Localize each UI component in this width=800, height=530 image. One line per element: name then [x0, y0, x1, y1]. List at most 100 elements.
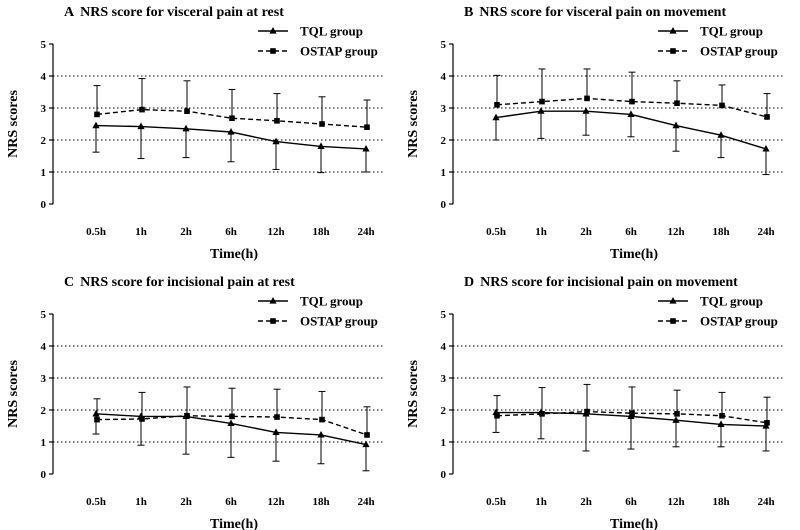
data-point	[94, 416, 100, 423]
x-axis-label: Time(h)	[210, 517, 258, 530]
panel-letter: C	[64, 275, 74, 290]
data-point	[364, 124, 370, 130]
y-axis-label: NRS scores	[6, 360, 21, 428]
y-tick-label: 5	[41, 39, 47, 51]
legend-label: TQL group	[300, 294, 363, 309]
y-tick-label: 2	[441, 135, 447, 147]
data-point	[584, 408, 590, 415]
y-axis-label: NRS scores	[406, 360, 421, 428]
y-tick-label: 1	[41, 437, 47, 449]
x-tick-label: 2h	[580, 496, 592, 508]
data-point	[674, 411, 680, 417]
data-point	[317, 142, 325, 149]
y-tick-label: 3	[41, 103, 47, 115]
legend-label: OSTAP group	[700, 44, 778, 59]
data-point	[719, 412, 725, 419]
x-tick-label: 6h	[625, 226, 637, 238]
legend-label: TQL group	[700, 294, 763, 309]
data-point	[537, 107, 545, 114]
data-point	[274, 414, 280, 420]
x-axis-label: Time(h)	[610, 247, 658, 262]
series-ostap-group	[493, 68, 771, 120]
x-tick-label: 0.5h	[86, 226, 106, 238]
panel-letter: B	[464, 5, 473, 20]
y-tick-label: 4	[441, 341, 447, 353]
y-tick-label: 1	[41, 167, 47, 179]
data-point	[229, 413, 235, 420]
data-point	[494, 102, 500, 108]
x-tick-label: 6h	[225, 226, 237, 238]
panel-title-text: NRS score for incisional pain on movemen…	[480, 275, 738, 290]
data-point	[272, 428, 280, 435]
y-tick-label: 0	[441, 469, 447, 481]
data-point	[94, 111, 100, 118]
x-tick-label: 1h	[135, 226, 147, 238]
data-point	[139, 416, 145, 422]
data-point	[627, 110, 635, 117]
data-point	[764, 114, 770, 120]
chart-title: A NRS score for visceral pain at rest	[64, 5, 284, 20]
y-tick-label: 5	[441, 309, 447, 321]
panel-a: A NRS score for visceral pain at rest 0 1 2 3…	[6, 5, 383, 262]
data-point	[492, 113, 500, 121]
x-tick-label: 0.5h	[486, 226, 506, 238]
legend-label: TQL group	[300, 24, 363, 39]
legend-label: OSTAP group	[300, 44, 378, 59]
series-ostap-group	[493, 383, 771, 426]
data-point	[319, 416, 325, 423]
y-tick-label: 0	[41, 199, 47, 211]
data-point	[317, 430, 325, 438]
data-point	[582, 107, 590, 114]
legend: TQL group OSTAP group	[658, 294, 778, 329]
legend-marker	[270, 48, 276, 54]
y-tick-label: 4	[41, 71, 47, 83]
data-point	[629, 98, 635, 105]
legend: TQL group OSTAP group	[258, 24, 378, 59]
panel-d: D NRS score for incisional pain on moveme…	[406, 275, 783, 530]
x-tick-label: 12h	[267, 496, 284, 508]
y-tick-label: 2	[41, 405, 47, 417]
x-tick-label: 1h	[535, 226, 547, 238]
legend: TQL group OSTAP group	[658, 24, 778, 59]
legend-label: OSTAP group	[300, 314, 378, 329]
data-point	[764, 420, 770, 426]
legend-marker	[670, 48, 676, 54]
data-point	[139, 106, 145, 113]
x-tick-label: 18h	[312, 496, 329, 508]
x-tick-label: 18h	[712, 496, 729, 508]
x-axis-label: Time(h)	[210, 247, 258, 262]
x-tick-label: 24h	[757, 226, 774, 238]
data-point	[137, 122, 145, 130]
panel-title-text: NRS score for incisional pain at rest	[80, 275, 295, 290]
x-tick-label: 1h	[135, 496, 147, 508]
legend-marker	[270, 318, 276, 324]
panel-b: B NRS score for visceral pain on movement…	[406, 5, 783, 262]
x-tick-label: 24h	[357, 226, 374, 238]
data-point	[272, 137, 280, 145]
legend-label: TQL group	[700, 24, 763, 39]
y-tick-label: 0	[441, 199, 447, 211]
series-tql-group	[492, 107, 770, 176]
x-tick-label: 0.5h	[486, 496, 506, 508]
y-tick-label: 1	[441, 167, 447, 179]
y-tick-label: 1	[441, 437, 447, 449]
data-point	[674, 100, 680, 106]
data-point	[629, 410, 635, 416]
series-ostap-group	[93, 386, 371, 438]
x-tick-label: 6h	[625, 496, 637, 508]
x-tick-label: 12h	[667, 226, 684, 238]
data-point	[364, 432, 370, 438]
series-ostap-group	[93, 78, 371, 130]
data-point	[184, 108, 190, 114]
data-point	[184, 412, 190, 419]
legend-marker	[669, 27, 677, 34]
data-point	[539, 98, 545, 105]
data-point	[319, 121, 325, 127]
data-point	[227, 419, 235, 427]
chart-title: C NRS score for incisional pain at rest	[64, 275, 295, 290]
data-point	[274, 118, 280, 124]
x-tick-label: 2h	[180, 496, 192, 508]
y-tick-label: 4	[41, 341, 47, 353]
y-axis-label: NRS scores	[6, 90, 21, 158]
x-tick-label: 1h	[535, 496, 547, 508]
